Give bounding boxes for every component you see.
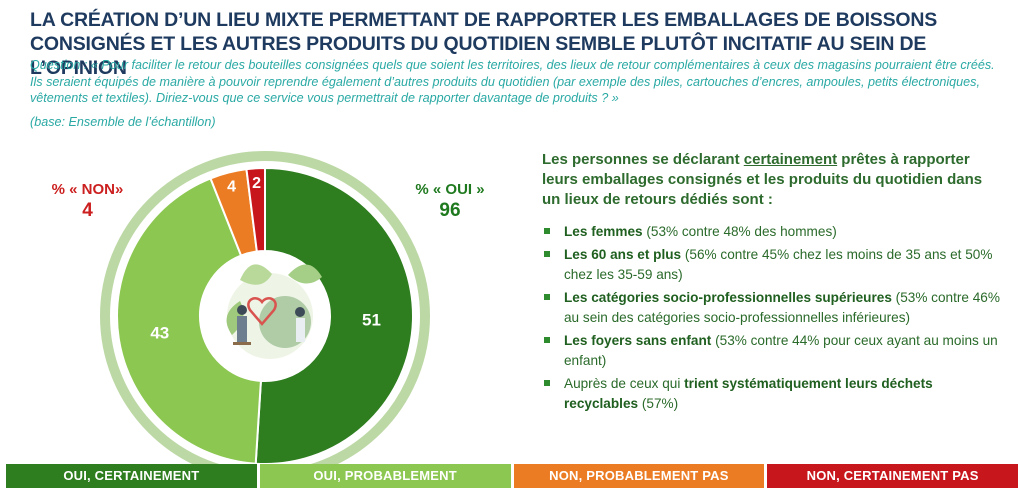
- survey-question: Question : « Pour faciliter le retour de…: [30, 58, 995, 105]
- chart-legend: OUI, CERTAINEMENT OUI, PROBABLEMENT NON, P…: [6, 464, 1018, 488]
- non-summary: % « NON» 4: [40, 180, 135, 220]
- non-summary-label: % « NON»: [51, 181, 124, 198]
- legend-item-1: OUI, PROBABLEMENT: [259, 464, 511, 488]
- donut-chart: 51 43 4 2: [100, 151, 430, 465]
- oui-summary: % « OUI » 96: [400, 180, 500, 220]
- oui-summary-value: 96: [439, 200, 461, 221]
- legend-item-3: NON, CERTAINEMENT PAS: [767, 464, 1018, 488]
- oui-summary-label: % « OUI »: [415, 181, 485, 198]
- eco-planet-heart-icon: [226, 264, 322, 359]
- legend-item-2: NON, PROBABLEMENT PAS: [513, 464, 765, 488]
- profile-intro: Les personnes se déclarant certainement …: [542, 151, 983, 208]
- legend-item-0: OUI, CERTAINEMENT: [6, 464, 257, 488]
- slice-label-3: 2: [252, 175, 261, 192]
- slice-label-1: 43: [150, 324, 169, 343]
- sample-base: (base: Ensemble de l’échantillon): [30, 115, 216, 129]
- slice-label-0: 51: [362, 310, 381, 329]
- profile-panel: Les personnes se déclarant certainement …: [542, 150, 1002, 417]
- non-summary-value: 4: [82, 200, 93, 221]
- profile-item: Les catégories socio-professionnelles su…: [542, 288, 1002, 328]
- profile-item: Les femmes (53% contre 48% des hommes): [542, 222, 1002, 242]
- page-title: LA CRÉATION D’UN LIEU MIXTE PERMETTANT D…: [30, 9, 938, 79]
- profile-item: Les foyers sans enfant (53% contre 44% p…: [542, 331, 1002, 371]
- profile-item: Auprès de ceux qui trient systématiqueme…: [542, 374, 1002, 414]
- profile-list: Les femmes (53% contre 48% des hommes) Le…: [542, 222, 1002, 414]
- outer-ring: [100, 151, 430, 465]
- slice-label-2: 4: [227, 179, 236, 196]
- profile-item: Les 60 ans et plus (56% contre 45% chez …: [542, 245, 1002, 285]
